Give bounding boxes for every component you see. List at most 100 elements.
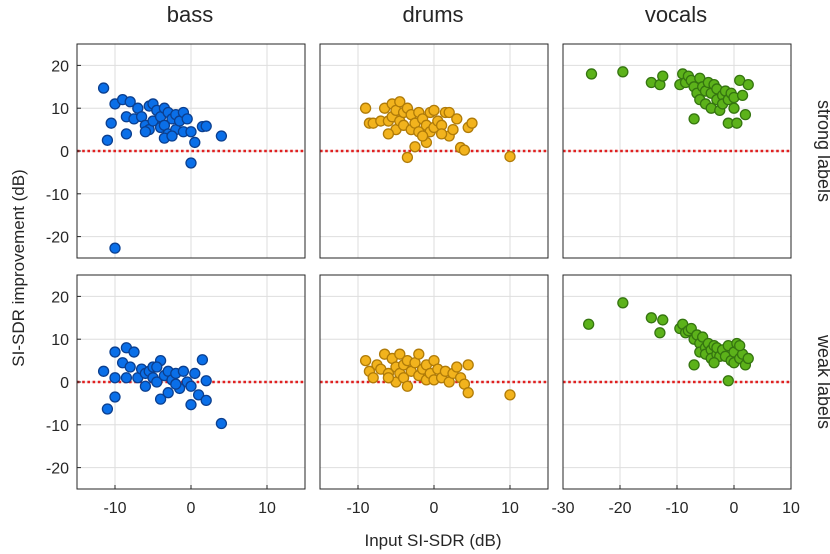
y-axis-label: SI-SDR improvement (dB) [9,169,28,366]
data-point [185,399,197,411]
data-point [428,104,440,116]
data-point [728,102,740,114]
data-point [382,372,395,384]
x-tick-label: 0 [187,500,196,517]
data-point [617,66,629,78]
data-point [124,361,136,373]
data-point [688,359,700,371]
data-point [215,417,228,430]
data-point [382,128,395,140]
row-label-weak: weak labels [814,334,830,429]
data-point [170,378,182,390]
x-tick-label: -10 [346,500,369,517]
data-point [200,375,212,387]
data-point [185,380,197,392]
y-tick-label: 20 [51,58,69,75]
data-point [109,346,121,358]
panels-layer: -20 -10 0 10 20 -20 -10 0 10 20 -10 0 10 -10 0 10 -30 -20… [46,43,800,517]
data-point [367,372,379,384]
data-point [151,361,163,373]
y-tick-label: 10 [51,332,69,349]
data-point [739,108,752,121]
data-point [462,387,474,399]
data-point [97,82,110,94]
data-point [435,128,448,140]
data-point [97,365,110,377]
panel-frame [562,43,792,259]
data-point [101,134,114,146]
data-point [466,117,478,129]
panel-frame [319,43,549,259]
column-title-drums: drums [402,2,463,27]
data-point [443,106,455,119]
x-tick-label: 10 [782,500,800,517]
x-tick-label: -10 [665,500,688,517]
data-point [189,367,201,380]
data-point [109,372,121,384]
data-point [736,89,749,102]
data-point [139,126,152,138]
panel-bass-strong: -20 -10 0 10 20 [46,43,306,259]
data-point [359,102,372,114]
data-point [451,113,463,125]
y-tick-label: 0 [60,144,69,161]
data-point [401,151,414,164]
data-point [151,376,163,388]
data-point [181,113,193,125]
data-point [105,117,117,129]
panel-drums-weak: -10 0 10 [319,274,549,517]
data-point [504,389,516,401]
data-point [583,318,595,330]
data-point [731,117,743,129]
data-point [413,348,425,360]
x-tick-label: -10 [103,500,126,517]
data-point [109,242,121,254]
x-tick-label: -30 [551,500,574,517]
data-point [657,70,669,82]
data-point [200,120,212,132]
data-point [657,314,669,326]
data-point [708,357,720,369]
x-tick-label: -20 [608,500,631,517]
data-point [189,136,201,149]
panel-drums-strong [319,43,549,259]
x-tick-label: 10 [501,500,519,517]
data-point [101,403,114,415]
data-point [617,297,629,309]
y-tick-label: 10 [51,101,69,118]
panel-bass-weak: -20 -10 0 10 20 -10 0 10 [46,274,306,517]
data-point [359,354,372,367]
y-tick-label: -20 [46,230,69,247]
y-tick-label: -20 [46,461,69,478]
data-point [688,113,700,125]
data-point [742,79,754,91]
data-point [416,130,429,142]
y-tick-label: 20 [51,289,69,306]
data-point [215,130,228,142]
column-title-vocals: vocals [645,2,707,27]
data-point [166,130,178,142]
data-point [139,380,152,392]
data-point [394,96,406,108]
x-tick-label: 0 [430,500,439,517]
data-point [401,380,414,392]
data-point [185,126,197,138]
data-point [585,68,598,80]
data-point [196,354,209,366]
data-point [162,387,174,399]
panel-vocals-weak: -30 -20 -10 0 10 [551,274,800,517]
column-title-bass: bass [167,2,213,27]
data-point [722,375,734,387]
data-point [192,389,205,401]
data-point [128,346,140,358]
data-point [447,123,459,136]
data-point [154,393,167,405]
panel-vocals-strong [562,43,792,259]
row-label-strong: strong labels [814,100,830,202]
x-axis-label: Input SI-SDR (dB) [365,531,502,550]
data-point [120,372,133,384]
data-point [462,359,474,371]
data-point [394,348,406,360]
data-point [451,361,463,373]
